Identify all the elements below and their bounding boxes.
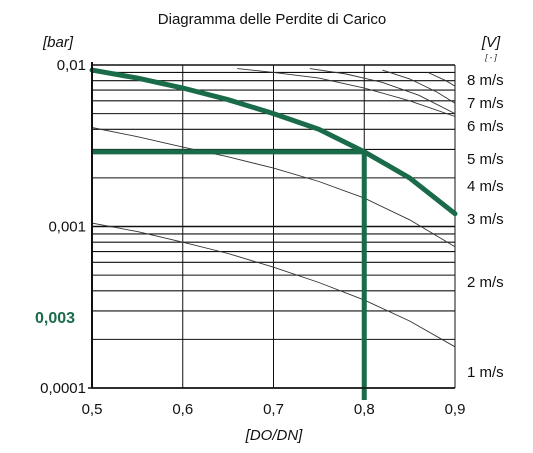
velocity-label: 7 m/s: [467, 95, 504, 112]
velocity-curve: [309, 68, 456, 115]
chart-title: Diagramma delle Perdite di Carico: [158, 11, 386, 28]
x-axis-label: [DO/DN]: [245, 427, 304, 444]
velocity-curve: [427, 71, 456, 87]
velocity-curve: [91, 222, 456, 348]
y-tick-label: 0,001: [48, 219, 86, 236]
highlight-y-label: 0,003: [35, 310, 75, 327]
x-tick-label: 0,6: [172, 401, 193, 418]
x-tick-label: 0,7: [263, 401, 284, 418]
x-tick-label: 0,9: [445, 401, 466, 418]
x-tick-label: 0,8: [354, 401, 375, 418]
velocity-label: 6 m/s: [467, 118, 504, 135]
right-axis-sublabel: [ - ]: [484, 53, 497, 62]
axes: [88, 62, 455, 389]
velocity-label: 4 m/s: [467, 178, 504, 195]
velocity-labels: 8 m/s 7 m/s 6 m/s 5 m/s 4 m/s 3 m/s 2 m/s 1 m/s: [467, 72, 504, 381]
velocity-label: 3 m/s: [467, 211, 504, 228]
highlight-layer: [89, 67, 458, 400]
y-tick-label: 0,0001: [40, 380, 86, 397]
velocity-label: 5 m/s: [467, 151, 504, 168]
x-ticks: 0,5 0,6 0,7 0,8 0,9: [82, 401, 466, 418]
highlight-curve: [89, 67, 458, 217]
velocity-label: 2 m/s: [467, 274, 504, 291]
velocity-curve: [237, 68, 456, 117]
x-tick-label: 0,5: [82, 401, 103, 418]
velocity-curve: [382, 69, 456, 104]
y-tick-label: 0,01: [57, 57, 86, 74]
right-axis-label: [V]: [481, 34, 501, 51]
velocity-curve: [91, 127, 456, 248]
velocity-label: 1 m/s: [467, 364, 504, 381]
y-ticks: 0,01 0,001 0,0001: [40, 57, 86, 397]
velocity-label: 8 m/s: [467, 72, 504, 89]
y-axis-label: [bar]: [42, 34, 74, 51]
velocity-curves: [91, 68, 456, 348]
